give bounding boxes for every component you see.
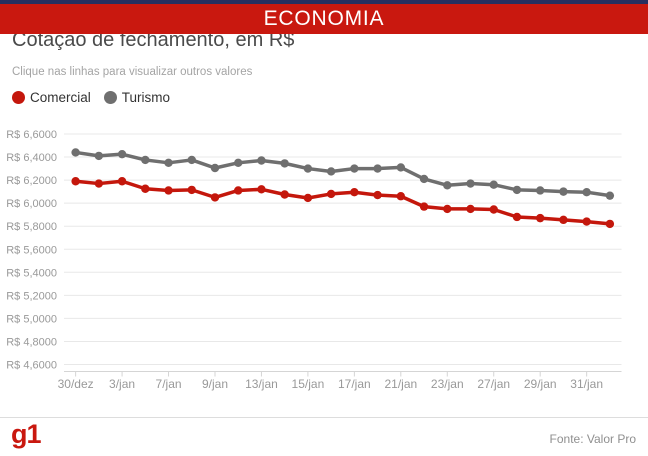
turismo-point[interactable]: [280, 159, 289, 168]
turismo-point[interactable]: [419, 174, 429, 184]
turismo-point[interactable]: [257, 156, 266, 165]
source-credit: Fonte: Valor Pro: [549, 432, 636, 446]
comercial-point[interactable]: [466, 204, 475, 214]
comercial-point[interactable]: [303, 193, 313, 203]
comercial-point[interactable]: [117, 177, 127, 186]
turismo-point[interactable]: [443, 181, 452, 190]
turismo-point[interactable]: [605, 191, 615, 200]
y-axis-tick-label: R$ 6,4000: [6, 152, 57, 164]
comercial-point[interactable]: [326, 189, 336, 199]
comercial-line[interactable]: [73, 179, 612, 226]
x-axis-tick-label: 30/dez: [58, 377, 94, 391]
turismo-point[interactable]: [71, 148, 80, 157]
comercial-point[interactable]: [443, 204, 452, 214]
legend-label-turismo: Turismo: [121, 90, 171, 105]
comercial-point[interactable]: [419, 202, 429, 211]
comercial-point[interactable]: [489, 205, 498, 214]
comercial-point[interactable]: [373, 190, 382, 200]
turismo-point[interactable]: [559, 187, 568, 196]
comercial-point[interactable]: [257, 185, 266, 194]
y-axis-tick-label: R$ 5,8000: [6, 221, 57, 233]
y-axis-tick-label: R$ 5,6000: [6, 244, 57, 256]
comercial-point[interactable]: [141, 184, 150, 193]
g1-logo: g1: [11, 419, 41, 449]
x-axis-tick-label: 27/jan: [477, 377, 510, 391]
y-axis-tick-label: R$ 6,2000: [6, 175, 57, 187]
x-axis-tick-label: 23/jan: [431, 377, 464, 391]
legend-label-comercial: Comercial: [30, 90, 91, 105]
comercial-point[interactable]: [210, 193, 220, 202]
comercial-point[interactable]: [605, 219, 615, 229]
comercial-point[interactable]: [164, 186, 173, 195]
x-axis-tick-label: 3/jan: [109, 377, 135, 391]
turismo-point[interactable]: [466, 179, 475, 188]
turismo-point[interactable]: [396, 163, 406, 172]
turismo-point[interactable]: [489, 180, 498, 189]
comercial-series-dot-icon: [12, 91, 25, 104]
turismo-point[interactable]: [94, 151, 104, 161]
turismo-point[interactable]: [234, 158, 243, 168]
turismo-point[interactable]: [582, 188, 591, 197]
x-axis-tick-label: 17/jan: [338, 377, 371, 391]
legend: Comercial Turismo: [12, 90, 170, 105]
comercial-point[interactable]: [512, 212, 522, 222]
chart-title: Cotação de fechamento, em R$: [12, 29, 295, 51]
comercial-point[interactable]: [280, 190, 289, 199]
comercial-point[interactable]: [71, 177, 80, 186]
comercial-point[interactable]: [582, 217, 591, 226]
x-axis-tick-label: 9/jan: [202, 377, 228, 391]
turismo-point[interactable]: [303, 164, 313, 173]
y-axis-tick-label: R$ 4,8000: [6, 336, 57, 348]
comercial-point[interactable]: [559, 215, 568, 225]
comercial-point[interactable]: [396, 192, 406, 201]
y-axis-tick-label: R$ 4,6000: [6, 360, 57, 372]
comercial-point[interactable]: [535, 213, 545, 223]
line-chart[interactable]: R$ 6,6000 R$ 6,4000 R$ 6,2000 R$ 6,0000 R$ 5…: [0, 0, 648, 410]
y-axis-tick-label: R$ 6,6000: [6, 129, 57, 141]
chart-subtitle: Clique nas linhas para visualizar outros…: [12, 66, 253, 78]
x-axis-tick-label: 7/jan: [156, 377, 182, 391]
y-axis-tick-label: R$ 5,4000: [6, 267, 57, 279]
x-axis-tick-label: 13/jan: [245, 377, 278, 391]
turismo-point[interactable]: [350, 164, 359, 173]
turismo-point[interactable]: [373, 164, 382, 173]
legend-item-comercial[interactable]: Comercial: [12, 90, 91, 105]
y-axis-tick-label: R$ 6,0000: [6, 198, 57, 210]
comercial-point[interactable]: [350, 188, 359, 197]
turismo-series-dot-icon: [103, 91, 117, 104]
x-axis-tick-label: 29/jan: [524, 377, 557, 391]
turismo-point[interactable]: [512, 185, 522, 195]
comercial-point[interactable]: [187, 185, 196, 195]
y-axis-tick-label: R$ 5,2000: [6, 290, 57, 302]
turismo-point[interactable]: [535, 186, 545, 195]
footer-divider: [0, 417, 648, 418]
turismo-point[interactable]: [210, 163, 220, 173]
turismo-point[interactable]: [164, 158, 173, 168]
x-axis-tick-label: 21/jan: [384, 377, 417, 391]
legend-item-turismo[interactable]: Turismo: [103, 90, 171, 105]
section-banner-label: ECONOMIA: [263, 7, 385, 30]
turismo-point[interactable]: [326, 167, 336, 176]
turismo-point[interactable]: [117, 149, 127, 159]
section-banner: ECONOMIA: [0, 4, 648, 34]
y-axis-tick-label: R$ 5,0000: [6, 313, 57, 325]
turismo-point[interactable]: [187, 155, 196, 165]
x-axis-tick-label: 31/jan: [570, 377, 603, 391]
comercial-point[interactable]: [234, 186, 243, 195]
turismo-point[interactable]: [141, 155, 150, 165]
x-axis-tick-label: 15/jan: [292, 377, 325, 391]
top-strip: [0, 0, 648, 4]
comercial-point[interactable]: [94, 179, 104, 188]
